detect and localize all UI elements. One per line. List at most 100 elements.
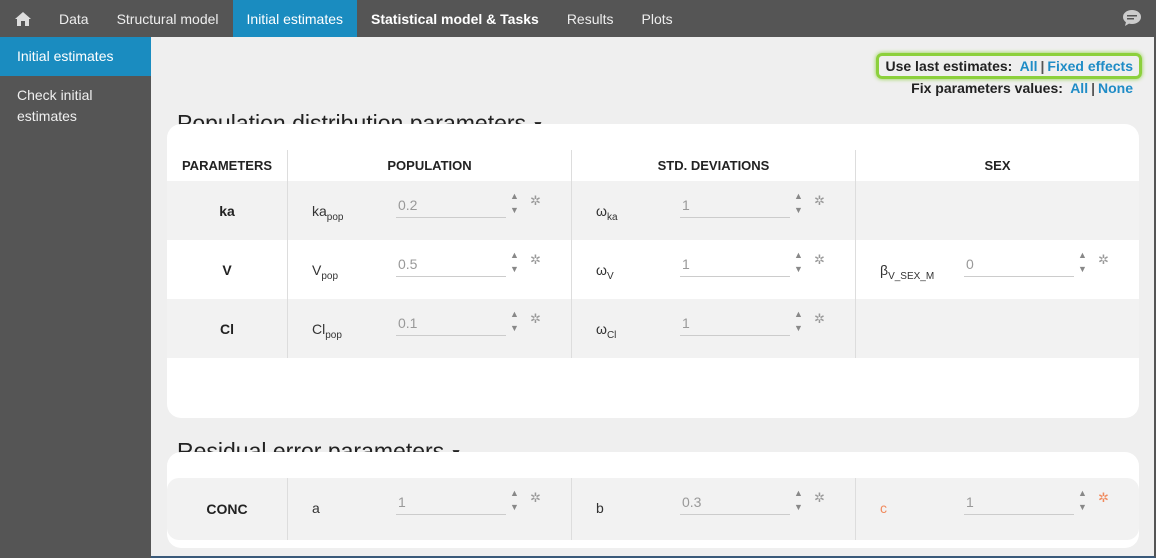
arrow-up-icon[interactable]: ▲ — [510, 191, 519, 201]
arrow-down-icon[interactable]: ▼ — [794, 264, 803, 274]
label-sub: pop — [325, 329, 342, 341]
chat-icon — [1123, 10, 1141, 26]
arrow-up-icon[interactable]: ▲ — [794, 309, 803, 319]
arrow-down-icon[interactable]: ▼ — [510, 264, 519, 274]
arrow-up-icon[interactable]: ▲ — [794, 250, 803, 260]
header-sex: SEX — [855, 150, 1139, 181]
arrow-down-icon[interactable]: ▼ — [1078, 502, 1087, 512]
label-sub: Cl — [606, 329, 617, 341]
label-base: β — [880, 262, 889, 278]
tab-initial-estimates[interactable]: Initial estimates — [232, 0, 357, 37]
population-V-input[interactable]: 0.5 — [396, 254, 506, 277]
parameter-name: CONC — [206, 501, 248, 517]
label-base: c — [880, 500, 887, 516]
spinner[interactable]: ▲ ▼ — [794, 307, 804, 335]
omega-ka-label: ωka — [596, 203, 618, 223]
separator: | — [1040, 58, 1045, 74]
fix-all-link[interactable]: All — [1070, 80, 1089, 96]
tab-statistical-model[interactable]: Statistical model & Tasks — [371, 10, 539, 27]
spinner[interactable]: ▲ ▼ — [510, 307, 520, 335]
residual-b-label: b — [596, 500, 604, 516]
arrow-down-icon[interactable]: ▼ — [510, 502, 519, 512]
gear-icon[interactable]: ✲ — [1098, 490, 1109, 505]
arrow-down-icon[interactable]: ▼ — [794, 323, 803, 333]
arrow-up-icon[interactable]: ▲ — [510, 309, 519, 319]
population-Cl-label: Clpop — [312, 321, 342, 341]
label-base: ω — [596, 262, 607, 278]
arrow-up-icon[interactable]: ▲ — [1078, 250, 1087, 260]
parameter-name: ka — [219, 202, 235, 219]
gear-icon[interactable]: ✲ — [1098, 252, 1109, 267]
arrow-up-icon[interactable]: ▲ — [794, 488, 803, 498]
label-base: ka — [312, 203, 327, 219]
label-base: ω — [596, 203, 607, 219]
arrow-up-icon[interactable]: ▲ — [1078, 488, 1087, 498]
omega-V-input[interactable]: 1 — [680, 254, 790, 277]
spinner[interactable]: ▲ ▼ — [794, 486, 804, 514]
omega-V-label: ωV — [596, 262, 614, 282]
beta-V-input[interactable]: 0 — [964, 254, 1074, 277]
gear-icon[interactable]: ✲ — [530, 252, 541, 267]
arrow-down-icon[interactable]: ▼ — [510, 323, 519, 333]
arrow-up-icon[interactable]: ▲ — [794, 191, 803, 201]
arrow-down-icon[interactable]: ▼ — [1078, 264, 1087, 274]
use-last-all-link[interactable]: All — [1019, 58, 1038, 74]
gear-icon[interactable]: ✲ — [814, 193, 825, 208]
spinner[interactable]: ▲ ▼ — [794, 189, 804, 217]
table-row: V Vpop 0.5 ▲ ▼ ✲ ωV 1 ▲ ▼ ✲ βV_SEX_M 0 ▲ ▼ … — [167, 240, 1139, 299]
label-sub: pop — [326, 211, 344, 223]
chat-button[interactable] — [1122, 9, 1142, 30]
table-row: ka kapop 0.2 ▲ ▼ ✲ ωka 1 ▲ ▼ ✲ — [167, 181, 1139, 240]
label-base: Cl — [312, 321, 326, 337]
sidebar-item-check-initial-estimates[interactable]: Check initial estimates — [17, 87, 93, 124]
label-sub: V_SEX_M — [888, 270, 935, 282]
omega-Cl-input[interactable]: 1 — [680, 313, 790, 336]
spinner[interactable]: ▲ ▼ — [510, 248, 520, 276]
gear-icon[interactable]: ✲ — [814, 252, 825, 267]
population-Cl-input[interactable]: 0.1 — [396, 313, 506, 336]
top-nav: Data Structural model Initial estimates … — [0, 0, 1156, 37]
use-last-fixed-effects-link[interactable]: Fixed effects — [1047, 58, 1133, 74]
use-last-estimates: Use last estimates: All | Fixed effects — [876, 53, 1142, 79]
spinner[interactable]: ▲ ▼ — [1078, 486, 1088, 514]
arrow-down-icon[interactable]: ▼ — [794, 502, 803, 512]
spinner[interactable]: ▲ ▼ — [510, 189, 520, 217]
table-row: CONC a 1 ▲ ▼ ✲ b 0.3 ▲ ▼ ✲ c 1 ▲ ▼ ✲ — [167, 478, 1139, 540]
tab-data[interactable]: Data — [59, 10, 89, 27]
arrow-down-icon[interactable]: ▼ — [794, 205, 803, 215]
arrow-up-icon[interactable]: ▲ — [510, 488, 519, 498]
label-base: ω — [596, 321, 607, 337]
gear-icon[interactable]: ✲ — [814, 490, 825, 505]
spinner[interactable]: ▲ ▼ — [510, 486, 520, 514]
tab-plots[interactable]: Plots — [641, 10, 673, 27]
spinner[interactable]: ▲ ▼ — [794, 248, 804, 276]
label-sub: ka — [606, 211, 618, 223]
omega-ka-cell: ωka 1 ▲ ▼ ✲ — [571, 181, 855, 240]
label-base: b — [596, 500, 604, 516]
gear-icon[interactable]: ✲ — [530, 490, 541, 505]
gear-icon[interactable]: ✲ — [530, 311, 541, 326]
arrow-up-icon[interactable]: ▲ — [510, 250, 519, 260]
fix-label: Fix parameters values: — [911, 80, 1063, 96]
gear-icon[interactable]: ✲ — [814, 311, 825, 326]
beta-V-label: βV_SEX_M — [880, 262, 934, 282]
residual-a-input[interactable]: 1 — [396, 492, 506, 515]
tab-results[interactable]: Results — [566, 10, 614, 27]
residual-card: CONC a 1 ▲ ▼ ✲ b 0.3 ▲ ▼ ✲ c 1 ▲ ▼ ✲ — [167, 452, 1139, 548]
omega-ka-input[interactable]: 1 — [680, 195, 790, 218]
sidebar-item-initial-estimates[interactable]: Initial estimates — [0, 37, 151, 76]
gear-icon[interactable]: ✲ — [530, 193, 541, 208]
home-icon — [14, 11, 31, 26]
omega-Cl-label: ωCl — [596, 321, 616, 341]
parameter-name: V — [222, 261, 232, 278]
home-button[interactable] — [0, 0, 45, 37]
residual-b-input[interactable]: 0.3 — [680, 492, 790, 515]
population-ka-input[interactable]: 0.2 — [396, 195, 506, 218]
spinner[interactable]: ▲ ▼ — [1078, 248, 1088, 276]
residual-a-cell: a 1 ▲ ▼ ✲ — [287, 478, 571, 540]
separator: | — [1091, 80, 1095, 96]
arrow-down-icon[interactable]: ▼ — [510, 205, 519, 215]
residual-c-input[interactable]: 1 — [964, 492, 1074, 515]
fix-none-link[interactable]: None — [1098, 80, 1133, 96]
tab-structural-model[interactable]: Structural model — [116, 10, 219, 27]
